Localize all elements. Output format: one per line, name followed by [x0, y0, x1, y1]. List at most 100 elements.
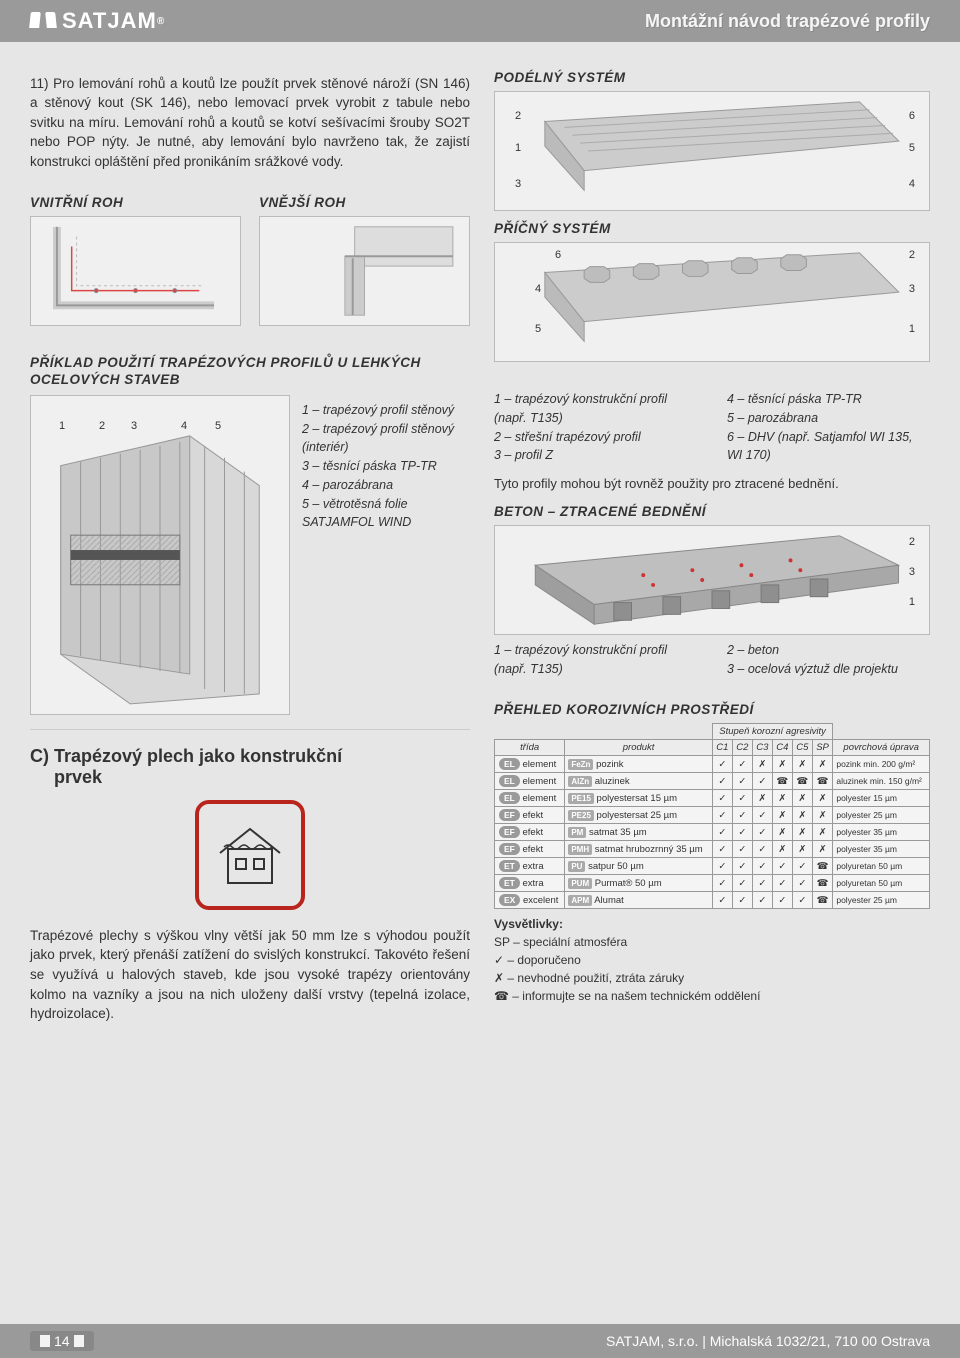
mark-cell: ☎ — [812, 892, 833, 909]
mark-cell: ✗ — [752, 756, 772, 773]
section-c-head-line2: prvek — [54, 767, 470, 788]
th-uprava: povrchová úprava — [833, 740, 930, 756]
diagram-pricny: 6 4 5 2 3 1 — [494, 242, 930, 362]
note-cell: polyuretan 50 µm — [833, 875, 930, 892]
legend-l2: 2 – trapézový profil stěnový (interiér) — [302, 420, 470, 458]
priklad-label-5: 5 — [215, 420, 221, 432]
podelny-5: 5 — [909, 142, 915, 154]
product-badge: APM — [568, 895, 592, 906]
mark-cell: ✗ — [792, 824, 812, 841]
mark-cell: ✗ — [812, 841, 833, 858]
beton-3: 3 — [909, 566, 915, 578]
product-badge: PE15 — [568, 793, 594, 804]
priklad-label-3: 3 — [131, 420, 137, 432]
title-vnitrni-roh: VNITŘNÍ ROH — [30, 195, 241, 210]
podelny-2: 2 — [515, 110, 521, 122]
footer-company: SATJAM, s.r.o. | Michalská 1032/21, 710 … — [606, 1333, 930, 1349]
footer-company-name: SATJAM, s.r.o. — [606, 1333, 698, 1349]
corrosion-table: Stupeň korozní agresivity třída produkt … — [494, 723, 930, 909]
mark-cell: ✓ — [732, 875, 752, 892]
mark-cell: ☎ — [772, 773, 792, 790]
product-badge: PM — [568, 827, 586, 838]
mark-cell: ✓ — [772, 858, 792, 875]
page-number-badge: 14 — [30, 1331, 94, 1351]
note-cell: polyester 25 µm — [833, 807, 930, 824]
right-column: PODÉLNÝ SYSTÉM 2 1 3 6 5 4 — [494, 60, 930, 1037]
legend-steel-building: 1 – trapézový profil stěnový 2 – trapézo… — [302, 395, 470, 715]
brand-logo: SATJAM® — [30, 8, 165, 34]
product-badge: PMH — [568, 844, 592, 855]
mark-cell: ✓ — [732, 773, 752, 790]
class-badge: EF — [499, 843, 520, 855]
pricny-4: 4 — [535, 283, 541, 295]
th-c5: C5 — [792, 740, 812, 756]
class-badge: EF — [499, 826, 520, 838]
mark-cell: ✓ — [752, 807, 772, 824]
legend-system: 1 – trapézový konstrukční profil (např. … — [494, 390, 930, 465]
pricny-6: 6 — [555, 249, 561, 261]
table-row: EL elementPE15 polyestersat 15 µm✓✓✗✗✗✗p… — [495, 790, 930, 807]
title-pricny: PŘÍČNÝ SYSTÉM — [494, 221, 930, 236]
th-sp: SP — [812, 740, 833, 756]
product-badge: PUM — [568, 878, 592, 889]
mark-cell: ✗ — [812, 824, 833, 841]
beton-l1: 1 – trapézový konstrukční profil (např. … — [494, 641, 697, 679]
legend-l1: 1 – trapézový profil stěnový — [302, 401, 470, 420]
title-priklad: PŘÍKLAD POUŽITÍ TRAPÉZOVÝCH PROFILŮ U LE… — [30, 354, 470, 389]
mark-cell: ✓ — [712, 892, 732, 909]
table-row: ET extraPU satpur 50 µm✓✓✓✓✓☎polyuretan … — [495, 858, 930, 875]
mark-cell: ✓ — [792, 892, 812, 909]
mark-cell: ✓ — [712, 807, 732, 824]
beton-2: 2 — [909, 536, 915, 548]
mark-cell: ✗ — [812, 756, 833, 773]
mark-cell: ✗ — [812, 790, 833, 807]
mark-cell: ✗ — [792, 807, 812, 824]
mark-cell: ✓ — [712, 875, 732, 892]
legend-l3: 3 – těsnící páska TP-TR — [302, 457, 470, 476]
priklad-label-4: 4 — [181, 420, 187, 432]
vysv-sp: SP – speciální atmosféra — [494, 933, 930, 951]
mark-cell: ✓ — [732, 756, 752, 773]
podelny-6: 6 — [909, 110, 915, 122]
mark-cell: ✓ — [712, 756, 732, 773]
house-icon-box — [195, 800, 305, 910]
mark-cell: ✗ — [772, 807, 792, 824]
title-podelny: PODÉLNÝ SYSTÉM — [494, 70, 930, 85]
legend-l4: 4 – parozábrana — [302, 476, 470, 495]
th-c3: C3 — [752, 740, 772, 756]
pricny-3: 3 — [909, 283, 915, 295]
page-header: SATJAM® Montážní návod trapézové profily — [0, 0, 960, 42]
sys-r6: 6 – DHV (např. Satjamfol WI 135, WI 170) — [727, 428, 930, 466]
mark-cell: ✓ — [732, 892, 752, 909]
mark-cell: ✓ — [772, 875, 792, 892]
vysv-title: Vysvětlivky: — [494, 915, 930, 933]
page-number: 14 — [54, 1333, 70, 1349]
diagram-beton: 2 3 1 — [494, 525, 930, 635]
table-row: EF efektPE25 polyestersat 25 µm✓✓✓✗✗✗pol… — [495, 807, 930, 824]
divider — [30, 729, 470, 730]
th-c1: C1 — [712, 740, 732, 756]
title-vnejsi-roh: VNĚJŠÍ ROH — [259, 195, 470, 210]
sys-r4: 4 – těsnící páska TP-TR — [727, 390, 930, 409]
podelny-3: 3 — [515, 178, 521, 190]
table-row: EF efektPMH satmat hrubozrnný 35 µm✓✓✓✗✗… — [495, 841, 930, 858]
mark-cell: ✓ — [792, 858, 812, 875]
sys-l1: 1 – trapézový konstrukční profil (např. … — [494, 390, 697, 428]
logo-mark-icon — [30, 12, 56, 30]
mark-cell: ✗ — [792, 841, 812, 858]
beton-r2: 2 – beton — [727, 641, 930, 660]
mark-cell: ✓ — [792, 875, 812, 892]
system-note: Tyto profily mohou být rovněž použity pr… — [494, 475, 930, 494]
note-cell: polyester 35 µm — [833, 824, 930, 841]
house-icon — [210, 815, 290, 895]
vysv-ok: ✓ – doporučeno — [494, 951, 930, 969]
class-badge: ET — [499, 860, 520, 872]
product-badge: PE25 — [568, 810, 594, 821]
title-beton: BETON – ZTRACENÉ BEDNĚNÍ — [494, 504, 930, 519]
diagram-inner-corner — [30, 216, 241, 326]
paragraph-11: 11) Pro lemování rohů a koutů lze použít… — [30, 74, 470, 172]
th-produkt: produkt — [565, 740, 713, 756]
mark-cell: ✓ — [712, 824, 732, 841]
diagram-podelny: 2 1 3 6 5 4 — [494, 91, 930, 211]
mark-cell: ✓ — [712, 790, 732, 807]
